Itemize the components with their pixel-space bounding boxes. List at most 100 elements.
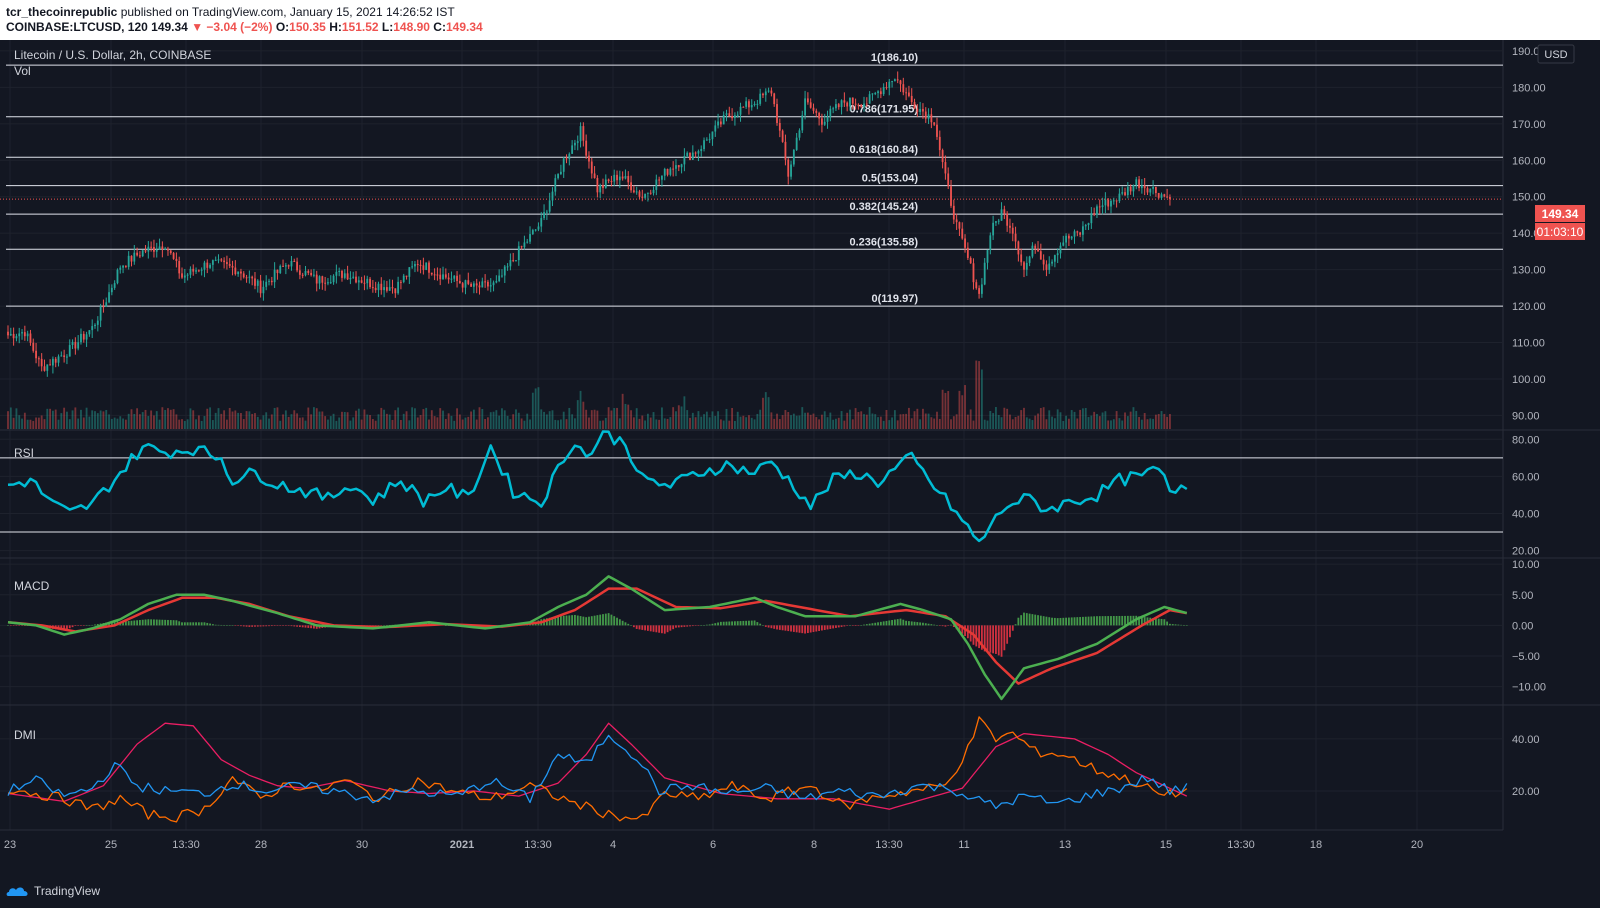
volume-bar [947, 391, 950, 429]
macd-histogram-bar [590, 616, 593, 626]
macd-histogram-bar [9, 625, 12, 626]
candle-body [1126, 186, 1129, 196]
candle-body [228, 264, 231, 266]
macd-histogram-bar [764, 625, 767, 627]
candle-body [1104, 199, 1107, 206]
macd-histogram-bar [905, 620, 908, 626]
time-tick-label: 8 [811, 839, 817, 851]
candle-body [574, 142, 576, 146]
macd-histogram-bar [1062, 617, 1065, 626]
macd-histogram-bar [616, 617, 618, 626]
macd-histogram-bar [644, 625, 647, 631]
high-value: 151.52 [341, 20, 379, 34]
price-axes[interactable]: 90.00100.00110.00120.00130.00140.00150.0… [1512, 46, 1546, 798]
candle-body [966, 247, 969, 258]
volume-bar [1079, 409, 1082, 429]
candle-body [669, 168, 672, 175]
candle-body [416, 264, 419, 266]
macd-histogram-bar [759, 623, 762, 626]
volume-bar [7, 411, 9, 429]
candle-body [32, 342, 35, 351]
volume-bar [355, 410, 357, 429]
last-price: 149.34 [151, 20, 188, 34]
macd-histogram-bar [975, 625, 978, 647]
candle-body [217, 259, 220, 261]
macd-histogram-bar [304, 625, 307, 628]
volume-bar [997, 415, 1000, 429]
volume-bar [380, 407, 383, 429]
volume-bar [37, 417, 40, 429]
close-label: C: [433, 20, 446, 34]
volume-bar [773, 418, 776, 429]
volume-bars [7, 360, 1171, 429]
volume-bar [169, 409, 172, 429]
volume-bar [1062, 420, 1065, 429]
macd-histogram-bar [677, 625, 680, 628]
macd-histogram-bar [806, 625, 809, 634]
candle-body [916, 108, 919, 112]
volume-bar [604, 417, 607, 429]
candle-body [891, 81, 893, 83]
macd-histogram-bar [989, 625, 992, 653]
candle-body [108, 292, 110, 303]
macd-histogram-bar [1023, 612, 1025, 626]
macd-histogram-bar [268, 625, 270, 627]
candle-body [523, 242, 526, 248]
macd-histogram-bar [750, 620, 753, 626]
candle-body [492, 282, 495, 286]
candle-body [705, 139, 708, 141]
volume-bar [812, 413, 815, 429]
macd-histogram-bar [680, 625, 683, 628]
macd-histogram-bar [270, 625, 273, 627]
candle-body [955, 219, 958, 223]
volume-bar [1096, 413, 1098, 429]
candle-body [717, 121, 719, 126]
volume-bar [1070, 410, 1073, 429]
macd-histogram-bar [722, 621, 725, 626]
time-axis[interactable]: 23 25 13:30 28 30 2021 13:30 4 6 8 13:30 11 13 15 13:3… [4, 839, 1423, 851]
volume-bar [969, 409, 972, 429]
macd-histogram-bar [669, 625, 672, 631]
candle-body [748, 101, 750, 108]
currency-button[interactable] [1537, 44, 1575, 64]
macd-histogram-bar [843, 625, 846, 627]
volume-bar [891, 417, 893, 429]
macd-histogram-bar [593, 615, 596, 626]
volume-bar [767, 397, 770, 429]
macd-histogram-bar [172, 620, 175, 626]
candle-body [1135, 179, 1138, 186]
macd-histogram-bar [596, 615, 599, 626]
candle-body [607, 179, 610, 182]
candle-body [1096, 206, 1098, 215]
volume-bar [649, 417, 652, 429]
candle-body [88, 330, 91, 335]
macd-histogram-bar [773, 625, 776, 629]
macd-histogram-bar [725, 621, 728, 626]
tradingview-logo[interactable]: TradingView [6, 884, 100, 898]
volume-bar [700, 416, 703, 429]
volume-bar [588, 417, 590, 429]
macd-histogram-bar [938, 625, 941, 626]
candle-body [722, 114, 725, 125]
candle-body [658, 179, 661, 181]
price-tick-label: 20.00 [1512, 546, 1540, 558]
macd-histogram-bar [7, 625, 9, 626]
macd-histogram-bar [1073, 617, 1076, 626]
macd-histogram-bar [1098, 616, 1101, 626]
volume-bar [941, 389, 944, 429]
volume-bar [922, 408, 924, 429]
candle-body [646, 192, 649, 194]
macd-histogram-bar [1051, 617, 1053, 626]
volume-bar [728, 420, 731, 429]
candle-body [1067, 235, 1070, 239]
candle-body [332, 275, 335, 283]
volume-bar [801, 407, 804, 429]
macd-histogram-bar [703, 624, 705, 626]
candle-body [708, 139, 711, 141]
chart-svg[interactable]: 1(186.10) 0.786(171.95) 0.618(160.84) 0.5(1… [0, 0, 1600, 876]
candle-body [1079, 232, 1082, 235]
author-name[interactable]: tcr_thecoinrepublic [6, 5, 118, 19]
candle-body [837, 104, 840, 108]
volume-bar [214, 412, 217, 429]
volume-bar [745, 417, 748, 429]
